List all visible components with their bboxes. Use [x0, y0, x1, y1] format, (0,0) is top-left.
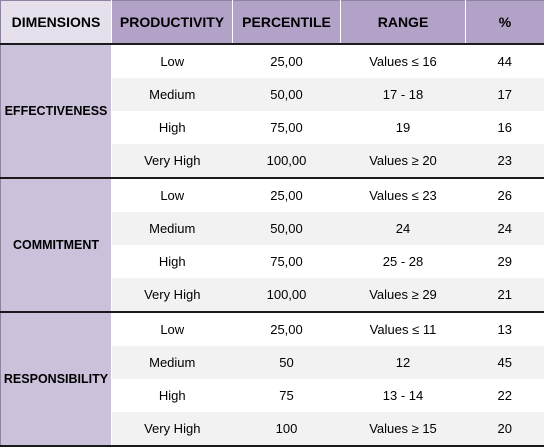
productivity-cell: Low [112, 178, 233, 212]
range-cell: 25 - 28 [341, 245, 466, 278]
range-cell: 19 [341, 111, 466, 144]
productivity-cell: Low [112, 312, 233, 346]
range-cell: 12 [341, 346, 466, 379]
range-cell: 17 - 18 [341, 78, 466, 111]
header-productivity: PRODUCTIVITY [112, 1, 233, 45]
percentile-cell: 50,00 [233, 212, 341, 245]
percentile-cell: 75 [233, 379, 341, 412]
percentile-cell: 25,00 [233, 312, 341, 346]
table-row: RESPONSIBILITY Low 25,00 Values ≤ 11 13 [1, 312, 544, 346]
dimension-cell-responsibility: RESPONSIBILITY [1, 312, 112, 446]
table-row: COMMITMENT Low 25,00 Values ≤ 23 26 [1, 178, 544, 212]
percent-cell: 29 [466, 245, 544, 278]
percent-cell: 24 [466, 212, 544, 245]
range-cell: Values ≤ 11 [341, 312, 466, 346]
range-cell: 24 [341, 212, 466, 245]
percent-cell: 23 [466, 144, 544, 178]
header-percentile: PERCENTILE [233, 1, 341, 45]
productivity-cell: Low [112, 44, 233, 78]
percentile-cell: 25,00 [233, 44, 341, 78]
percent-cell: 44 [466, 44, 544, 78]
table-row: EFFECTIVENESS Low 25,00 Values ≤ 16 44 [1, 44, 544, 78]
productivity-cell: Medium [112, 346, 233, 379]
dimension-cell-effectiveness: EFFECTIVENESS [1, 44, 112, 178]
productivity-cell: Very High [112, 144, 233, 178]
header-dimensions: DIMENSIONS [1, 1, 112, 45]
percent-cell: 26 [466, 178, 544, 212]
range-cell: Values ≤ 23 [341, 178, 466, 212]
percentile-cell: 100,00 [233, 144, 341, 178]
percent-cell: 17 [466, 78, 544, 111]
percent-cell: 45 [466, 346, 544, 379]
range-cell: Values ≥ 29 [341, 278, 466, 312]
percentile-cell: 25,00 [233, 178, 341, 212]
productivity-cell: High [112, 111, 233, 144]
percent-cell: 13 [466, 312, 544, 346]
percentile-cell: 50,00 [233, 78, 341, 111]
header-row: DIMENSIONS PRODUCTIVITY PERCENTILE RANGE… [1, 1, 544, 45]
dimension-cell-commitment: COMMITMENT [1, 178, 112, 312]
percent-cell: 20 [466, 412, 544, 446]
productivity-cell: High [112, 245, 233, 278]
range-cell: 13 - 14 [341, 379, 466, 412]
percent-cell: 22 [466, 379, 544, 412]
range-cell: Values ≤ 16 [341, 44, 466, 78]
percentile-cell: 50 [233, 346, 341, 379]
productivity-cell: Very High [112, 278, 233, 312]
percentile-cell: 100,00 [233, 278, 341, 312]
range-cell: Values ≥ 15 [341, 412, 466, 446]
percentile-cell: 100 [233, 412, 341, 446]
header-range: RANGE [341, 1, 466, 45]
productivity-cell: Medium [112, 212, 233, 245]
productivity-cell: Very High [112, 412, 233, 446]
productivity-cell: Medium [112, 78, 233, 111]
header-percent: % [466, 1, 544, 45]
percent-cell: 16 [466, 111, 544, 144]
productivity-cell: High [112, 379, 233, 412]
percentile-cell: 75,00 [233, 111, 341, 144]
range-cell: Values ≥ 20 [341, 144, 466, 178]
percent-cell: 21 [466, 278, 544, 312]
percentile-cell: 75,00 [233, 245, 341, 278]
